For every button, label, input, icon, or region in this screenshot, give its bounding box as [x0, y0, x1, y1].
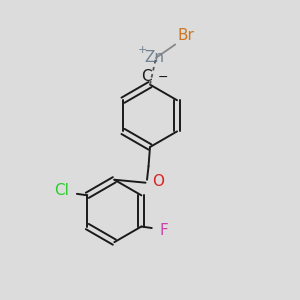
Text: −: −	[158, 70, 168, 83]
Text: Br: Br	[178, 28, 194, 43]
Text: C: C	[141, 69, 152, 84]
Text: Zn: Zn	[145, 50, 165, 65]
Text: O: O	[152, 174, 164, 189]
Text: F: F	[159, 223, 168, 238]
Text: Cl: Cl	[55, 183, 70, 198]
Text: +: +	[138, 44, 148, 55]
